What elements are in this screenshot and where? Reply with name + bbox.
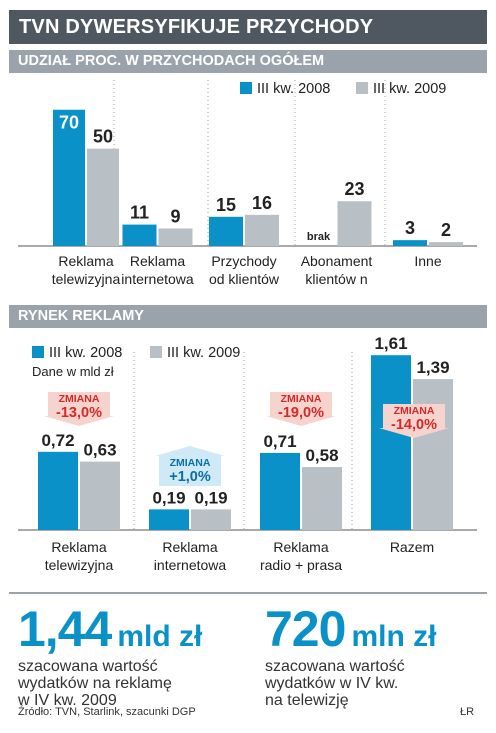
unit-note: Dane w mld zł	[32, 364, 114, 379]
category-label: telewizyjna	[45, 557, 114, 573]
bar-value-label: 1,39	[416, 358, 449, 377]
category-label: Reklama	[162, 539, 217, 555]
category-label: Przychody	[211, 253, 276, 269]
bar-value-label: 50	[93, 127, 113, 147]
summary-1-desc-line: wydatków na reklamę	[18, 675, 172, 692]
bar-value-label: 3	[405, 218, 415, 238]
bar	[429, 242, 463, 246]
legend-swatch	[240, 82, 252, 94]
summary-1-desc: szacowana wartość wydatków na reklamę w …	[18, 658, 246, 709]
category-label: Reklama	[58, 253, 113, 269]
source-note: Źródło: TVN, Starlink, szacunki DGP	[18, 706, 196, 718]
summary-2-desc-line: wydatków w IV kw.	[265, 675, 399, 692]
bar	[53, 109, 85, 246]
bar-value-label: 0,63	[83, 441, 116, 460]
bar	[337, 201, 372, 246]
bar	[87, 148, 119, 246]
change-label: ZMIANA	[59, 393, 100, 405]
summary-1: 1,44 mld zł szacowana wartość wydatków na…	[18, 600, 246, 709]
change-down-arrow	[266, 392, 336, 426]
bar	[245, 214, 279, 246]
bar	[38, 451, 78, 530]
change-label: ZMIANA	[394, 405, 435, 417]
legend-swatch	[32, 346, 44, 358]
chart2-title: RYNEK REKLAMY	[9, 305, 487, 328]
chart1-title: UDZIAŁ PROC. W PRZYCHODACH OGÓŁEM	[9, 50, 487, 73]
legend-swatch	[150, 346, 162, 358]
summary-1-desc-line: szacowana wartość	[18, 658, 158, 675]
legend-label: III kw. 2009	[373, 81, 446, 97]
category-label: telewizyjna	[52, 271, 121, 287]
bar	[149, 509, 189, 530]
category-label: Razem	[390, 539, 434, 555]
bar-value-label: 0,58	[305, 446, 338, 465]
change-value: -19,0%	[278, 405, 324, 421]
legend-label: III kw. 2008	[257, 81, 330, 97]
bar-value-label: 0,19	[152, 488, 185, 507]
summary-2-unit: mln zł	[351, 620, 437, 653]
category-label: radio + prasa	[260, 557, 342, 573]
bar	[158, 228, 193, 246]
bar	[209, 216, 243, 246]
summary-1-desc-line: w IV kw. 2009	[18, 692, 117, 709]
author-note: ŁR	[460, 706, 475, 718]
category-label: klientów n	[305, 271, 367, 287]
summary-2-desc-line: szacowana wartość	[265, 658, 405, 675]
bar	[122, 224, 157, 246]
category-label: Inne	[414, 253, 441, 269]
change-label: ZMIANA	[281, 393, 322, 405]
bar-value-label: 2	[441, 220, 451, 240]
divider	[9, 592, 487, 594]
bar-value-label: 15	[216, 195, 236, 215]
change-down-arrow	[379, 404, 449, 438]
bar-value-label: 1,61	[374, 334, 407, 353]
change-label: ZMIANA	[170, 457, 211, 469]
change-value: +1,0%	[169, 469, 211, 485]
summary-2: 720 mln zł szacowana wartość wydatków w I…	[265, 600, 493, 709]
legend-label: III kw. 2009	[167, 345, 240, 361]
summary-2-desc: szacowana wartość wydatków w IV kw. na t…	[265, 658, 493, 709]
bar	[191, 509, 231, 530]
bar	[260, 452, 300, 530]
legend-swatch	[356, 82, 368, 94]
category-label: Reklama	[51, 539, 106, 555]
category-label: Abonament	[301, 253, 373, 269]
category-label: od klientów	[209, 271, 280, 287]
change-up-arrow	[155, 446, 225, 486]
bar-value-label: 0,71	[263, 432, 296, 451]
legend-label: III kw. 2008	[49, 345, 122, 361]
summary-1-unit: mld zł	[117, 620, 203, 653]
change-value: -14,0%	[391, 417, 437, 433]
bar-value-label: 16	[252, 193, 272, 213]
summary-2-value: 720	[265, 601, 346, 657]
bar-value-label: 23	[344, 179, 364, 199]
bar	[302, 467, 342, 530]
summary-1-value: 1,44	[18, 601, 112, 657]
change-down-arrow	[44, 392, 114, 426]
bar	[371, 355, 411, 530]
category-label: Reklama	[130, 253, 185, 269]
change-value: -13,0%	[56, 405, 102, 421]
summary-2-desc-line: na telewizję	[265, 692, 349, 709]
category-label: internetowa	[154, 557, 227, 573]
category-label: internetowa	[121, 271, 194, 287]
bar	[413, 379, 453, 530]
bar	[80, 461, 120, 530]
bar-value-label: 11	[130, 203, 149, 223]
summary-2-big: 720 mln zł	[265, 600, 493, 658]
summary-1-big: 1,44 mld zł	[18, 600, 246, 658]
bar	[393, 240, 427, 246]
page-title: TVN DYWERSYFIKUJE PRZYCHODY	[9, 10, 487, 44]
bar-value-label: 9	[170, 206, 180, 226]
category-label: Reklama	[273, 539, 328, 555]
bar-value-label: 0,19	[194, 488, 227, 507]
bar-value-label: 0,72	[41, 431, 74, 450]
bar-value-label: 70	[59, 113, 79, 133]
bar-value-label: brak	[307, 231, 331, 243]
